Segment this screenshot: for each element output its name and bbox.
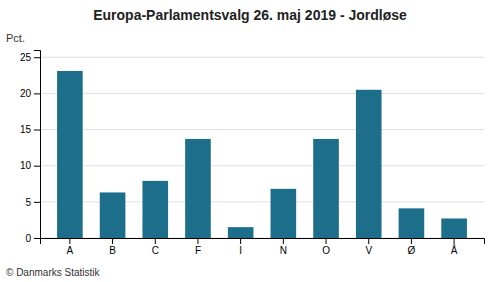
y-tick-mark — [34, 238, 40, 239]
y-tick-label: 5 — [25, 197, 31, 208]
x-tick-label: I — [239, 245, 242, 256]
y-tick-label: 25 — [20, 52, 32, 63]
grid-line — [40, 57, 484, 58]
bar — [313, 139, 339, 238]
x-tick: C — [152, 238, 159, 256]
x-tick-mark — [326, 238, 327, 244]
x-tick: A — [67, 238, 74, 256]
x-tick-label: Å — [451, 244, 458, 256]
plot: 0 5 10 15 20 25 A B C F I N O V Ø Å Pct. — [6, 32, 485, 256]
x-axis-line — [41, 239, 485, 245]
x-tick-label: O — [322, 245, 330, 256]
x-tick-mark — [283, 238, 284, 244]
footer: © Danmarks Statistik — [6, 267, 101, 278]
bar — [228, 227, 254, 238]
x-tick: I — [239, 238, 242, 256]
x-tick-mark — [112, 238, 113, 244]
y-tick-mark — [34, 130, 40, 131]
bars — [57, 71, 467, 238]
y-tick: 20 — [20, 88, 40, 99]
x-tick-label: A — [67, 245, 74, 256]
y-tick: 25 — [20, 52, 40, 63]
bar — [271, 189, 297, 238]
y-axis-line — [34, 51, 41, 239]
grid-line — [40, 129, 484, 130]
x-tick-mark — [454, 238, 455, 244]
y-tick-label: 15 — [20, 124, 32, 135]
y-tick: 15 — [20, 124, 40, 135]
bar — [57, 71, 83, 238]
y-tick-label: 20 — [20, 88, 32, 99]
bar — [185, 139, 211, 238]
y-tick: 5 — [25, 197, 40, 208]
x-tick: B — [109, 238, 116, 256]
y-tick-mark — [34, 57, 40, 58]
y-tick-mark — [34, 202, 40, 203]
x-tick-label: F — [195, 245, 201, 256]
x-tick: F — [195, 238, 201, 256]
bar — [399, 208, 425, 238]
x-axis: ABCFINOVØÅ — [41, 238, 485, 256]
bar — [441, 218, 467, 238]
y-tick-label: 0 — [25, 233, 31, 244]
y-tick-label: 10 — [20, 160, 32, 171]
bar — [356, 90, 382, 238]
x-tick-mark — [368, 238, 369, 244]
grid-line — [40, 93, 484, 94]
y-tick: 10 — [20, 160, 40, 171]
y-label: Pct. — [6, 32, 25, 44]
x-tick-label: C — [152, 245, 159, 256]
x-tick-mark — [69, 238, 70, 244]
y-axis: 0 5 10 15 20 25 — [20, 51, 41, 244]
x-tick-mark — [155, 238, 156, 244]
grid — [40, 57, 484, 238]
x-tick: N — [280, 238, 287, 256]
x-tick: O — [322, 238, 330, 256]
y-tick-mark — [34, 166, 40, 167]
x-tick: Ø — [408, 238, 416, 256]
grid-line — [40, 165, 484, 166]
x-tick: Å — [451, 238, 458, 256]
x-tick-label: V — [365, 245, 372, 256]
title: Europa-Parlamentsvalg 26. maj 2019 - Jor… — [93, 7, 407, 23]
x-tick-label: Ø — [408, 245, 416, 256]
chart: Europa-Parlamentsvalg 26. maj 2019 - Jor… — [0, 0, 500, 282]
x-tick-mark — [197, 238, 198, 244]
x-tick-mark — [411, 238, 412, 244]
x-tick-mark — [240, 238, 241, 244]
x-tick-label: N — [280, 245, 287, 256]
y-tick-mark — [34, 93, 40, 94]
bar — [142, 181, 168, 238]
bar — [100, 192, 126, 238]
y-tick: 0 — [25, 233, 40, 244]
x-tick-label: B — [109, 245, 116, 256]
x-tick: V — [365, 238, 372, 256]
